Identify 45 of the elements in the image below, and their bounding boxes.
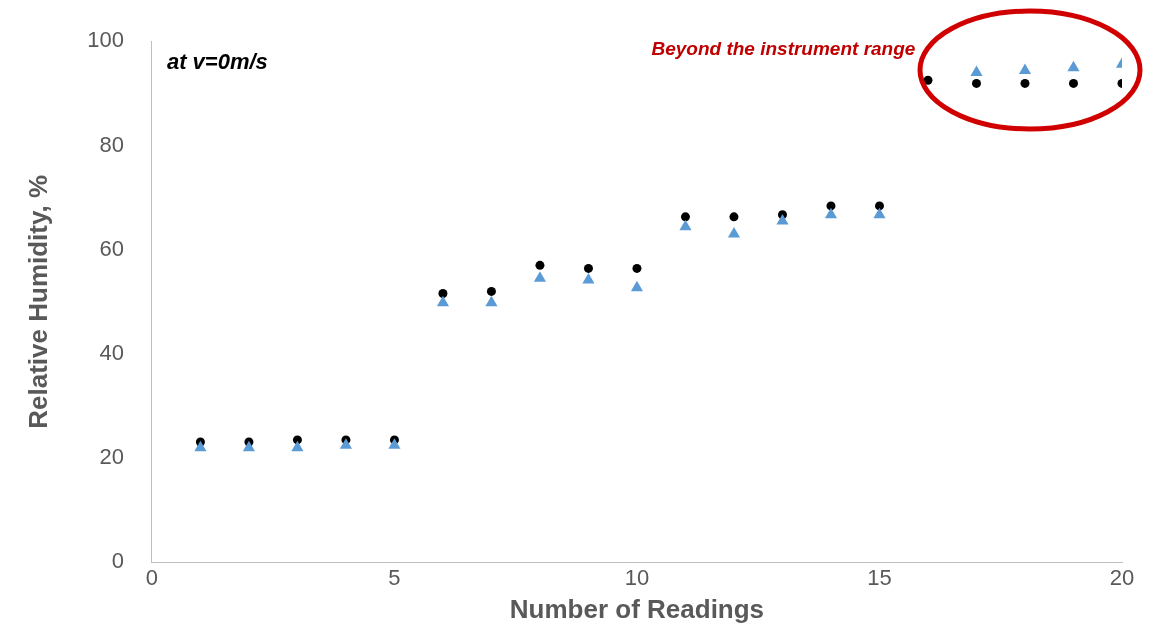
- y-tick-label: 0: [111, 548, 124, 574]
- y-tick-label: 80: [99, 131, 124, 157]
- point: [535, 260, 545, 270]
- x-tick-label: 15: [867, 564, 892, 590]
- point: [630, 280, 644, 292]
- point: [533, 271, 547, 282]
- point: [874, 201, 884, 211]
- x-tick-label: 5: [388, 564, 401, 590]
- point: [776, 214, 789, 225]
- y-tick-label: 100: [87, 27, 124, 53]
- point: [1068, 78, 1078, 88]
- point: [1020, 78, 1030, 88]
- y-tick-label: 40: [99, 339, 124, 365]
- point: [680, 212, 690, 222]
- point: [1018, 63, 1032, 74]
- point: [485, 295, 498, 307]
- annotation: at v=0m/s: [166, 49, 268, 75]
- y-tick-label: 20: [99, 444, 124, 470]
- x-tick-label: 20: [1109, 564, 1135, 590]
- point: [242, 440, 255, 452]
- point: [971, 78, 981, 88]
- point: [388, 438, 401, 449]
- x-tick-label: 10: [624, 564, 650, 590]
- y-tick-label: 60: [99, 235, 124, 261]
- point: [729, 212, 739, 222]
- point: [582, 272, 595, 284]
- point: [438, 288, 448, 298]
- point: [486, 286, 496, 296]
- annotation: Beyond the instrument range: [651, 38, 916, 60]
- point: [727, 227, 741, 238]
- point: [583, 263, 593, 273]
- point: [970, 65, 983, 76]
- point: [679, 219, 692, 231]
- point: [1067, 60, 1080, 72]
- point: [291, 440, 304, 452]
- point: [632, 263, 642, 273]
- point: [826, 201, 836, 211]
- x-tick-label: 0: [145, 564, 159, 590]
- point: [824, 207, 838, 219]
- y-axis-title: Relative Humidity, %: [22, 174, 53, 429]
- point: [436, 295, 449, 307]
- point: [194, 440, 207, 452]
- point: [873, 207, 886, 219]
- x-axis-title: Number of Readings: [509, 593, 765, 624]
- point: [339, 438, 352, 449]
